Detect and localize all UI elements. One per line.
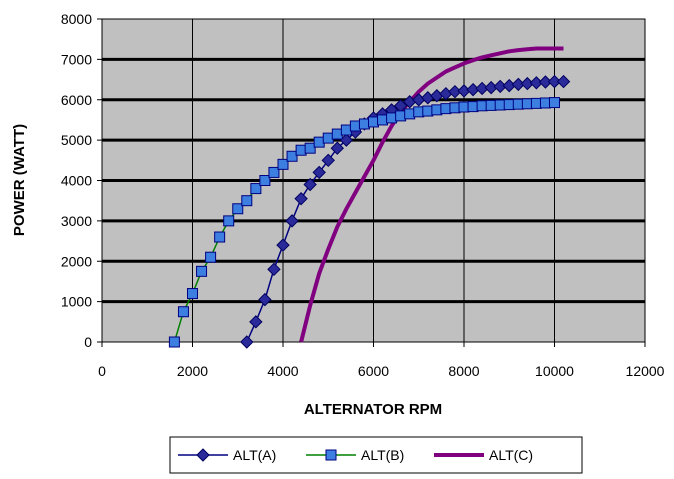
data-point bbox=[467, 101, 479, 113]
data-point bbox=[294, 191, 308, 206]
data-point bbox=[476, 100, 488, 112]
legend-box bbox=[169, 436, 583, 474]
x-tick-label: 0 bbox=[98, 363, 106, 379]
data-point bbox=[250, 183, 262, 195]
data-point bbox=[440, 103, 452, 115]
data-point bbox=[539, 97, 551, 109]
data-point bbox=[458, 101, 470, 113]
y-tick-label: 6000 bbox=[61, 92, 92, 108]
legend-label: ALT(C) bbox=[489, 447, 533, 463]
data-point bbox=[413, 106, 425, 118]
data-point bbox=[547, 74, 562, 89]
data-point bbox=[277, 158, 289, 170]
y-axis-title: POWER (WATT) bbox=[11, 124, 28, 236]
data-point bbox=[177, 306, 189, 318]
data-point bbox=[241, 195, 253, 207]
data-point bbox=[286, 150, 298, 162]
data-point bbox=[549, 97, 560, 109]
data-point bbox=[187, 288, 198, 300]
data-point bbox=[331, 128, 343, 140]
data-point bbox=[485, 99, 497, 111]
x-tick-label: 12000 bbox=[626, 363, 665, 379]
data-point bbox=[368, 116, 379, 128]
data-point bbox=[223, 215, 235, 227]
legend-label: ALT(A) bbox=[233, 447, 276, 463]
legend-marker bbox=[325, 449, 337, 461]
data-point bbox=[268, 166, 280, 178]
data-point bbox=[267, 262, 281, 277]
data-point bbox=[168, 336, 180, 348]
data-point bbox=[249, 315, 263, 329]
x-tick-label: 2000 bbox=[177, 363, 208, 379]
data-point bbox=[276, 238, 290, 252]
data-point bbox=[431, 104, 443, 116]
data-point bbox=[404, 108, 416, 120]
data-point bbox=[240, 335, 254, 349]
x-tick-label: 10000 bbox=[535, 363, 574, 379]
data-point bbox=[259, 175, 271, 186]
y-tick-label: 5000 bbox=[61, 132, 92, 148]
data-point bbox=[232, 203, 244, 215]
data-point bbox=[521, 98, 533, 110]
y-tick-label: 1000 bbox=[61, 294, 92, 310]
data-point bbox=[349, 120, 361, 132]
x-tick-label: 6000 bbox=[358, 363, 389, 379]
data-point bbox=[285, 214, 299, 228]
data-point bbox=[313, 136, 325, 148]
y-tick-label: 8000 bbox=[61, 11, 92, 27]
data-point bbox=[358, 118, 370, 130]
data-point bbox=[494, 99, 506, 111]
y-tick-label: 2000 bbox=[61, 253, 92, 269]
data-point bbox=[322, 132, 334, 144]
data-point bbox=[340, 124, 352, 136]
data-point bbox=[449, 102, 461, 114]
data-point bbox=[395, 110, 407, 122]
x-axis-title: ALTERNATOR RPM bbox=[304, 401, 442, 418]
y-tick-label: 0 bbox=[84, 334, 92, 350]
data-point bbox=[214, 231, 226, 243]
y-tick-label: 4000 bbox=[61, 173, 92, 189]
data-point bbox=[503, 99, 515, 111]
data-point bbox=[304, 142, 316, 154]
data-point bbox=[512, 98, 524, 110]
data-point bbox=[321, 153, 335, 168]
data-point bbox=[330, 141, 345, 155]
data-point bbox=[196, 265, 208, 277]
legend: ALT(A) ALT(B) ALT(C) bbox=[169, 436, 583, 474]
x-tick-label: 8000 bbox=[448, 363, 479, 379]
y-tick-label: 3000 bbox=[61, 213, 92, 229]
data-point bbox=[377, 114, 389, 126]
data-point bbox=[295, 144, 307, 156]
data-point bbox=[530, 97, 542, 109]
x-tick-label: 4000 bbox=[267, 363, 298, 379]
legend-marker bbox=[196, 448, 210, 462]
data-point bbox=[386, 112, 398, 124]
data-point bbox=[312, 165, 326, 180]
data-point bbox=[556, 74, 571, 89]
data-point bbox=[303, 177, 317, 192]
y-tick-label: 7000 bbox=[61, 51, 92, 67]
series-line-altc bbox=[299, 46, 564, 343]
data-point bbox=[258, 292, 272, 307]
data-point bbox=[205, 251, 217, 263]
data-point bbox=[422, 105, 434, 117]
legend-label: ALT(B) bbox=[361, 447, 404, 463]
